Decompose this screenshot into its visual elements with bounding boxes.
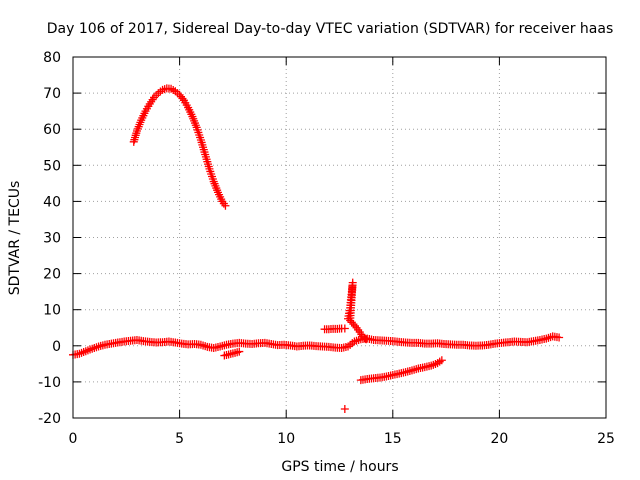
- y-tick-label: 0: [52, 339, 61, 355]
- y-tick-label: 60: [43, 122, 61, 138]
- y-tick-label: 30: [43, 231, 61, 247]
- data-point: [340, 324, 349, 333]
- data-point: [437, 356, 446, 365]
- data-point: [362, 335, 371, 344]
- series-baseline: [69, 332, 564, 359]
- grid: [73, 57, 606, 418]
- chart-title: Day 106 of 2017, Sidereal Day-to-day VTE…: [47, 21, 614, 37]
- y-tick-label: -20: [38, 411, 61, 427]
- x-tick-label: 0: [69, 431, 78, 447]
- x-axis-label: GPS time / hours: [281, 459, 398, 475]
- x-tick-label: 20: [490, 431, 508, 447]
- plot-frame: [72, 56, 607, 419]
- data-point: [221, 201, 230, 210]
- y-tick-label: -10: [38, 375, 61, 391]
- x-tick-label: 15: [384, 431, 402, 447]
- x-tick-label: 25: [597, 431, 615, 447]
- y-tick-labels: -20 -10 0 10 20 30 40 50 60 70 80: [38, 50, 61, 427]
- data-point: [199, 341, 208, 350]
- x-tick-label: 10: [277, 431, 295, 447]
- data-point: [340, 404, 349, 413]
- x-tick-label: 5: [175, 431, 184, 447]
- x-tick-labels: 0 5 10 15 20 25: [69, 431, 615, 447]
- data-point: [178, 94, 187, 103]
- series-spike: [344, 278, 371, 344]
- y-tick-label: 40: [43, 194, 61, 210]
- data-point: [360, 334, 369, 343]
- series-small-segment-2: [320, 324, 349, 334]
- ticks: [72, 56, 607, 419]
- data-point: [555, 333, 564, 342]
- y-tick-label: 10: [43, 303, 61, 319]
- y-tick-label: 80: [43, 50, 61, 66]
- data-point: [233, 348, 242, 357]
- series-arc-high: [129, 84, 230, 210]
- data-points: [69, 84, 564, 413]
- series-small-segment-1: [220, 347, 244, 360]
- y-tick-label: 20: [43, 267, 61, 283]
- y-tick-label: 70: [43, 86, 61, 102]
- series-lower-segment: [356, 356, 446, 385]
- data-point: [201, 342, 210, 351]
- y-axis-label: SDTVAR / TECUs: [7, 181, 23, 296]
- series-outlier: [340, 404, 349, 413]
- data-point: [544, 333, 553, 342]
- data-point: [235, 347, 244, 356]
- y-tick-label: 50: [43, 158, 61, 174]
